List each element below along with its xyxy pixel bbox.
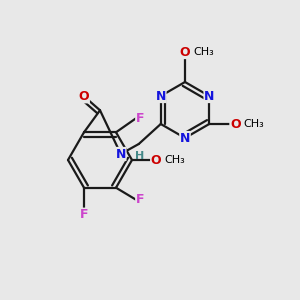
Text: O: O <box>151 154 161 166</box>
Text: N: N <box>116 148 126 160</box>
Text: CH₃: CH₃ <box>193 47 214 57</box>
Text: N: N <box>180 131 190 145</box>
Text: CH₃: CH₃ <box>164 155 185 165</box>
Text: F: F <box>136 193 144 206</box>
Text: O: O <box>180 46 190 59</box>
Text: CH₃: CH₃ <box>243 119 264 129</box>
Text: F: F <box>80 208 88 221</box>
Text: F: F <box>136 112 144 125</box>
Text: N: N <box>204 89 214 103</box>
Text: O: O <box>79 90 89 103</box>
Text: H: H <box>135 151 144 161</box>
Text: N: N <box>156 89 166 103</box>
Text: O: O <box>230 118 241 130</box>
